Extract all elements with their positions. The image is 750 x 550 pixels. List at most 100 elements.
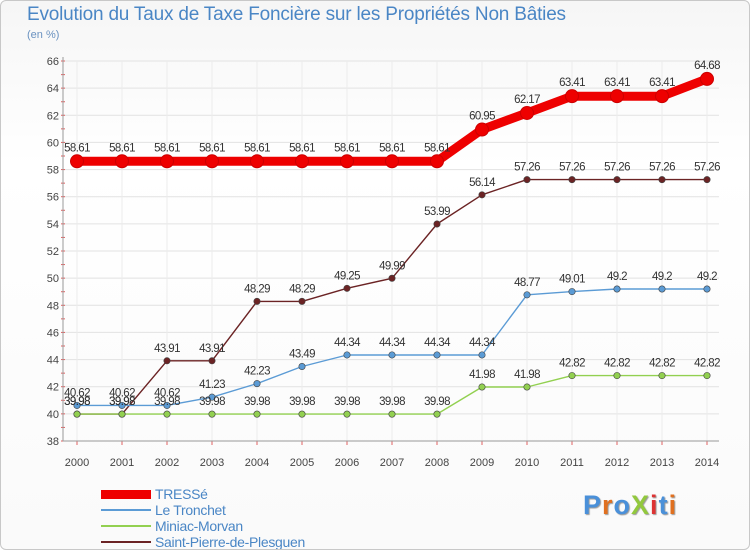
logo-letter: r: [602, 490, 614, 520]
series-points: [70, 71, 714, 418]
data-label: 48.29: [289, 283, 315, 295]
data-label: 58.61: [289, 142, 315, 154]
data-label: 40.62: [64, 387, 90, 399]
y-tick-label: 66: [47, 56, 59, 68]
x-tick-label: 2007: [380, 457, 404, 469]
data-label: 58.61: [424, 142, 450, 154]
data-label: 39.98: [109, 396, 135, 408]
data-point: [478, 351, 486, 359]
data-label: 57.26: [604, 162, 630, 174]
y-axis-unit: (en %): [27, 29, 60, 41]
data-label: 49.2: [697, 271, 717, 283]
data-point: [700, 71, 714, 86]
data-label: 39.98: [289, 396, 315, 408]
axes: 38 40 42 44 46 48 50 52 54 56 58 60 62 64 66 2000 2001 20…: [47, 56, 719, 469]
data-point: [523, 383, 531, 391]
data-point: [118, 410, 126, 418]
data-point: [163, 357, 171, 365]
data-point: [208, 410, 216, 418]
x-tick-label: 2009: [470, 457, 494, 469]
data-point: [523, 176, 531, 184]
data-point: [160, 154, 174, 169]
data-point: [253, 380, 261, 388]
data-point: [433, 410, 441, 418]
data-point: [430, 154, 444, 169]
x-tick-label: 2012: [605, 457, 629, 469]
x-tick-label: 2014: [695, 457, 719, 469]
data-label: 63.41: [604, 77, 630, 89]
data-point: [208, 357, 216, 365]
data-label: 57.26: [694, 162, 720, 174]
data-label: 58.61: [199, 142, 225, 154]
data-point: [343, 284, 351, 292]
data-point: [658, 176, 666, 184]
data-point: [568, 176, 576, 184]
data-point: [520, 105, 534, 120]
data-point: [388, 410, 396, 418]
data-point: [433, 351, 441, 359]
data-point: [433, 220, 441, 228]
data-point: [298, 410, 306, 418]
y-tick-label: 54: [47, 219, 59, 231]
legend-label: Miniac-Morvan: [155, 518, 243, 534]
legend-swatch: [101, 509, 151, 511]
data-point: [655, 89, 669, 104]
legend-label: Le Tronchet: [155, 502, 226, 518]
data-point: [568, 288, 576, 296]
y-tick-label: 46: [47, 327, 59, 339]
data-label: 43.49: [289, 348, 315, 360]
y-tick-label: 64: [47, 83, 59, 95]
data-label: 43.91: [154, 343, 180, 355]
data-label: 44.34: [379, 337, 406, 349]
y-tick-label: 56: [47, 192, 59, 204]
legend-item: Miniac-Morvan: [101, 518, 243, 534]
data-label: 53.99: [424, 206, 450, 218]
data-label: 42.82: [559, 358, 585, 370]
data-point: [658, 372, 666, 380]
x-tick-label: 2004: [245, 457, 269, 469]
x-tick-label: 2000: [65, 457, 89, 469]
x-tick-label: 2005: [290, 457, 314, 469]
data-label: 39.98: [64, 396, 90, 408]
data-label: 63.41: [649, 77, 675, 89]
data-label: 43.91: [199, 343, 225, 355]
data-label: 39.98: [244, 396, 270, 408]
data-label: 63.41: [559, 77, 585, 89]
data-label: 58.61: [244, 142, 270, 154]
data-point: [253, 297, 261, 305]
legend-item: Le Tronchet: [101, 502, 226, 518]
data-point: [343, 410, 351, 418]
y-tick-label: 52: [47, 246, 59, 258]
data-label: 42.82: [604, 358, 630, 370]
data-label: 58.61: [154, 142, 180, 154]
data-label: 49.01: [559, 274, 585, 286]
logo-letter: t: [658, 490, 669, 520]
y-tick-label: 42: [47, 382, 59, 394]
x-tick-label: 2013: [650, 457, 674, 469]
data-point: [565, 89, 579, 104]
data-point: [73, 410, 81, 418]
logo-letter: o: [613, 490, 632, 520]
data-label: 41.98: [469, 369, 495, 381]
data-point: [340, 154, 354, 169]
data-point: [73, 401, 81, 409]
y-tick-label: 38: [47, 436, 59, 448]
data-label: 39.98: [109, 396, 135, 408]
data-label: 57.26: [559, 162, 585, 174]
data-label: 48.77: [514, 277, 540, 289]
data-point: [388, 274, 396, 282]
data-label: 42.23: [244, 366, 270, 378]
data-point: [613, 176, 621, 184]
data-point: [205, 154, 219, 169]
logo-letter: X: [631, 490, 651, 520]
data-point: [523, 291, 531, 299]
data-label: 49.2: [652, 271, 672, 283]
x-tick-label: 2002: [155, 457, 179, 469]
data-label: 58.61: [64, 142, 90, 154]
data-label: 60.95: [469, 111, 495, 123]
data-label: 58.61: [379, 142, 405, 154]
data-label: 39.98: [424, 396, 450, 408]
data-label: 39.98: [64, 396, 90, 408]
y-tick-label: 58: [47, 165, 59, 177]
